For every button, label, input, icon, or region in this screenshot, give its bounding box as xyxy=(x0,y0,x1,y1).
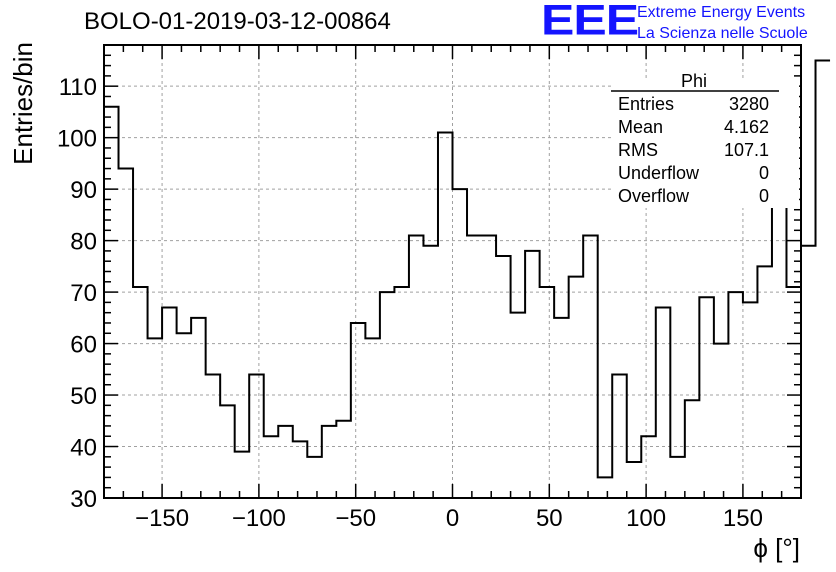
histogram-bin xyxy=(757,266,772,498)
histogram-bin xyxy=(453,189,468,498)
x-tick-labels: −150 −100 −50 0 50 100 150 xyxy=(135,505,763,532)
histogram-bin xyxy=(235,452,250,498)
x-tick-label: −100 xyxy=(232,505,286,532)
x-tick-label: −50 xyxy=(335,505,376,532)
histogram-bin xyxy=(554,318,569,498)
histogram-bin xyxy=(670,457,685,498)
histogram-bin xyxy=(540,287,555,498)
histogram-bin xyxy=(264,436,279,498)
y-tick-labels: 30 40 50 60 70 80 90 100 110 xyxy=(57,74,97,513)
histogram-bin xyxy=(685,400,700,498)
histogram-bin xyxy=(220,405,235,498)
y-tick-label: 100 xyxy=(57,126,97,153)
y-tick-label: 40 xyxy=(70,435,97,462)
histogram-bin xyxy=(699,297,714,498)
histogram-bin xyxy=(772,205,787,498)
histogram-bin xyxy=(569,277,584,498)
histogram-bin xyxy=(365,338,380,498)
histogram-bin xyxy=(728,292,743,498)
histogram-bin xyxy=(409,235,424,498)
histogram-bin xyxy=(322,426,337,498)
histogram-bin xyxy=(525,251,540,498)
histogram-bin xyxy=(206,374,221,498)
axis-ticks xyxy=(103,44,802,499)
histogram-bin xyxy=(133,287,148,498)
y-tick-label: 60 xyxy=(70,332,97,359)
histogram-bin xyxy=(583,235,598,498)
histogram-bin xyxy=(438,133,453,498)
histogram-bin xyxy=(496,256,511,498)
y-axis-title: Entries/bin xyxy=(8,42,38,165)
y-tick-label: 90 xyxy=(70,177,97,204)
histogram-bin xyxy=(278,426,293,498)
stats-title: Phi xyxy=(681,71,707,91)
stats-box: Phi Entries 3280 Mean 4.162 RMS 107.1 Underflo… xyxy=(611,71,799,208)
stats-label: Overflow xyxy=(618,186,690,206)
histogram-bin xyxy=(351,323,366,498)
histogram-outline xyxy=(104,59,831,479)
stats-rows: Entries 3280 Mean 4.162 RMS 107.1 Underflow 0 Ov… xyxy=(618,94,769,206)
x-axis-title: ϕ [°] xyxy=(753,533,800,563)
histogram-bin xyxy=(627,462,642,498)
histogram-bin xyxy=(482,235,497,498)
x-tick-label: −150 xyxy=(135,505,189,532)
stats-label: RMS xyxy=(618,140,658,160)
histogram-bin xyxy=(511,313,526,498)
eee-logo: EEE xyxy=(541,0,639,44)
histogram-bin xyxy=(423,246,438,498)
stats-value: 0 xyxy=(759,163,769,183)
histogram-bin xyxy=(191,318,206,498)
histogram-bin xyxy=(467,235,482,498)
stats-value: 0 xyxy=(759,186,769,206)
histogram-bin xyxy=(612,374,627,498)
x-tick-label: 100 xyxy=(626,505,666,532)
histogram-bin xyxy=(148,338,163,498)
histogram-bin xyxy=(380,292,395,498)
histogram-bin xyxy=(177,333,192,498)
y-tick-label: 50 xyxy=(70,383,97,410)
logo-line-2: La Scienza nelle Scuole xyxy=(637,25,808,42)
histogram-bin xyxy=(641,436,656,498)
x-tick-label: 0 xyxy=(446,505,459,532)
histogram-bin xyxy=(714,344,729,498)
histogram-bin xyxy=(816,60,831,498)
histogram-bin xyxy=(801,246,816,498)
histogram-bin xyxy=(307,457,322,498)
stats-label: Underflow xyxy=(618,163,700,183)
stats-label: Entries xyxy=(618,94,674,114)
histogram-bin xyxy=(162,308,177,498)
histogram-bin xyxy=(743,302,758,498)
chart-title: BOLO-01-2019-03-12-00864 xyxy=(84,8,391,35)
stats-value: 3280 xyxy=(729,94,769,114)
histogram-bin xyxy=(336,421,351,498)
stats-value: 107.1 xyxy=(724,140,769,160)
histogram-bin xyxy=(249,374,264,498)
y-tick-label: 110 xyxy=(59,74,97,101)
histogram-bin xyxy=(119,169,134,498)
histogram-bars xyxy=(104,59,831,498)
stats-value: 4.162 xyxy=(724,117,769,137)
y-tick-label: 80 xyxy=(70,229,97,256)
x-tick-label: 50 xyxy=(536,505,563,532)
x-tick-label: 150 xyxy=(723,505,763,532)
logo-line-1: Extreme Energy Events xyxy=(637,4,806,21)
y-tick-label: 30 xyxy=(70,486,97,513)
histogram-bin xyxy=(786,287,801,498)
stats-label: Mean xyxy=(618,117,663,137)
y-tick-label: 70 xyxy=(70,280,97,307)
histogram-bin xyxy=(598,477,613,498)
histogram-bin xyxy=(293,441,308,498)
histogram-bin xyxy=(656,308,671,498)
histogram-bin xyxy=(394,287,409,498)
